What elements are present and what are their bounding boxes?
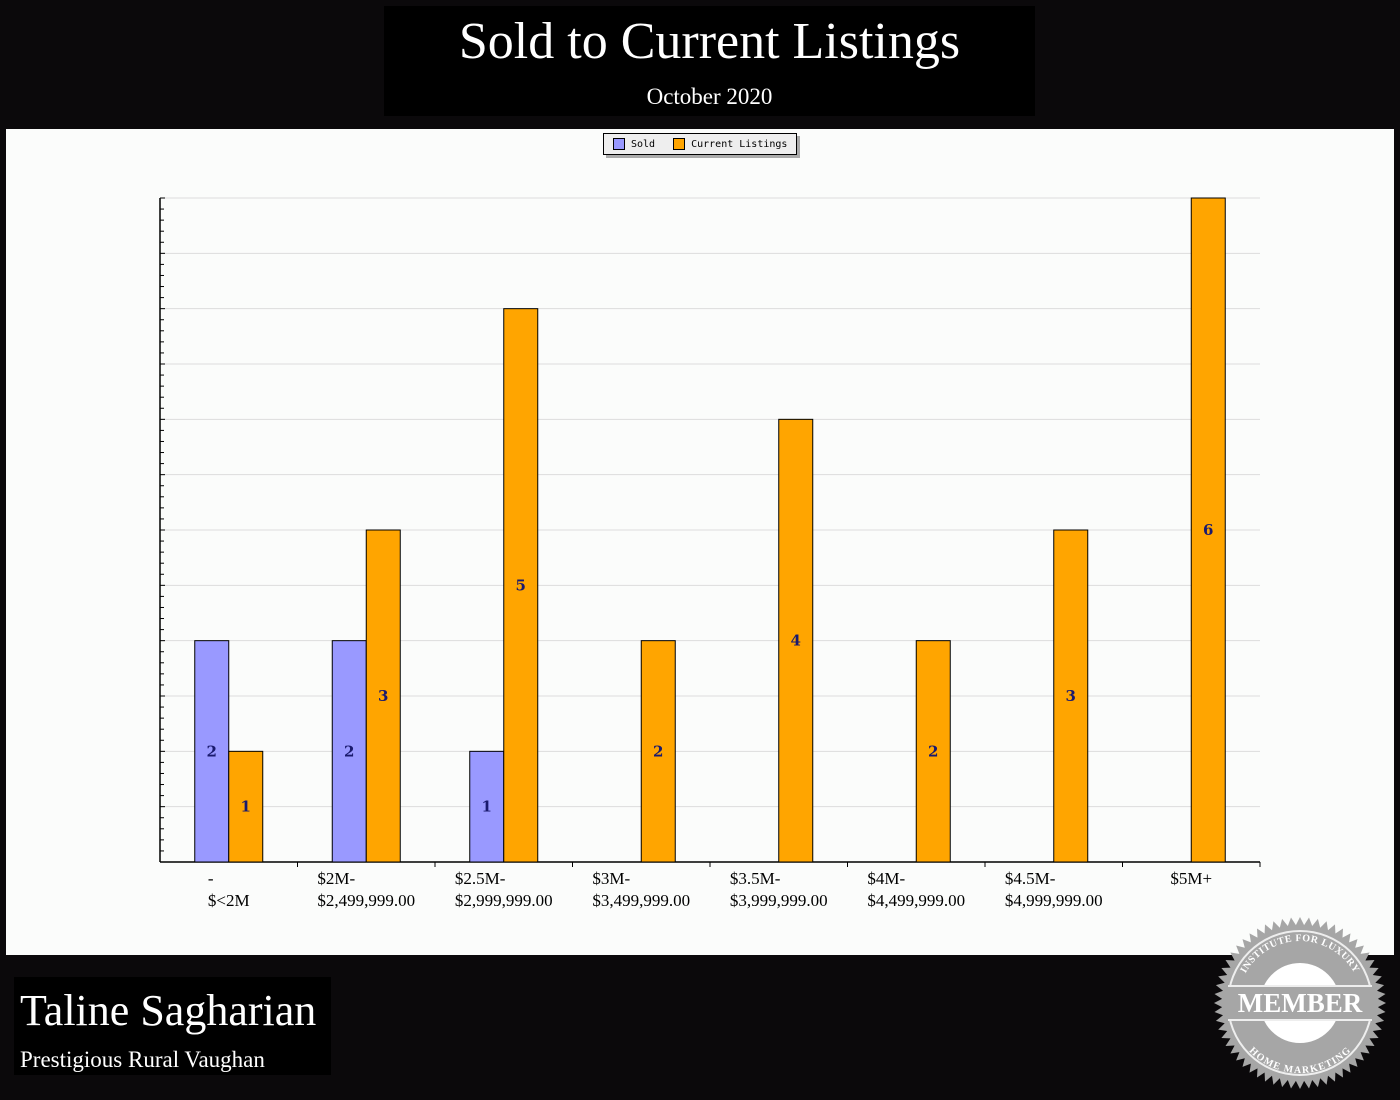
bar-current-listings — [640, 640, 676, 863]
x-tick-label: $4.5M- $4,999,999.00 — [988, 868, 1120, 912]
x-tick-label-line: - — [207, 869, 214, 888]
legend-swatch-sold — [613, 138, 625, 150]
x-tick-label: $4M- $4,499,999.00 — [850, 868, 982, 912]
data-label: 3 — [1066, 687, 1076, 705]
x-tick-label-line: $3M- — [592, 869, 631, 888]
member-badge-logo: INSTITUTE FOR LUXURY MEMBER HOME MARKETI… — [1214, 917, 1386, 1089]
x-tick-label-line: $3,499,999.00 — [592, 891, 691, 910]
x-tick-label: $2M- $2,499,999.00 — [300, 868, 432, 912]
x-tick-label-block: $4M- $4,499,999.00 — [867, 868, 965, 912]
x-tick-label: - $<2M — [163, 868, 295, 912]
data-label: 4 — [791, 632, 801, 650]
data-label: 2 — [928, 742, 938, 760]
data-label: 1 — [482, 798, 492, 816]
svg-text:MEMBER: MEMBER — [1238, 988, 1363, 1018]
legend-swatch-current-listings — [673, 138, 686, 150]
data-label: 1 — [241, 798, 251, 816]
x-tick-label-line: $2,499,999.00 — [317, 891, 416, 910]
chart-subtitle: October 2020 — [646, 84, 773, 109]
x-tick-label-block: - $<2M — [208, 868, 250, 912]
x-tick-label: $3M- $3,499,999.00 — [575, 868, 707, 912]
legend: Sold Current Listings — [603, 133, 797, 155]
x-tick-label-block: $5M+ — [1170, 868, 1212, 890]
x-tick-label-line: $3.5M- — [729, 869, 781, 888]
x-tick-label-line: $2,999,999.00 — [454, 891, 553, 910]
x-tick-label-line: $4,499,999.00 — [867, 891, 966, 910]
x-tick-label-line: $4.5M- — [1004, 869, 1056, 888]
x-tick-label: $2.5M- $2,999,999.00 — [438, 868, 570, 912]
chart-title: Sold to Current Listings — [458, 13, 961, 70]
title-box: Sold to Current Listings October 2020 — [384, 6, 1035, 116]
x-tick-label-line: $4M- — [867, 869, 906, 888]
bar-sold — [469, 750, 505, 863]
x-tick-label-line: $2.5M- — [454, 869, 506, 888]
bar-current-listings — [915, 640, 951, 863]
bar-current-listings — [778, 418, 814, 863]
agent-area: Prestigious Rural Vaughan — [20, 1047, 265, 1072]
data-label: 3 — [378, 687, 388, 705]
bar-current-listings — [365, 529, 401, 863]
x-tick-label-block: $3.5M- $3,999,999.00 — [730, 868, 828, 912]
agent-name: Taline Sagharian — [20, 986, 317, 1035]
agent-box: Taline Sagharian Prestigious Rural Vaugh… — [14, 977, 331, 1075]
bar-current-listings — [228, 750, 264, 863]
legend-label-current-listings: Current Listings — [691, 138, 788, 150]
data-label: 2 — [344, 742, 354, 760]
x-tick-label-line: $5M+ — [1170, 869, 1213, 888]
data-label: 5 — [516, 576, 526, 594]
x-tick-label-line: $<2M — [207, 891, 250, 910]
data-label: 2 — [653, 742, 663, 760]
x-tick-label: $5M+ — [1125, 868, 1257, 890]
x-tick-label-block: $2.5M- $2,999,999.00 — [455, 868, 553, 912]
bar-sold — [194, 640, 230, 863]
x-tick-label-line: $4,999,999.00 — [1004, 891, 1103, 910]
x-tick-label: $3.5M- $3,999,999.00 — [713, 868, 845, 912]
x-tick-label-block: $4.5M- $4,999,999.00 — [1005, 868, 1103, 912]
bar-sold — [331, 640, 367, 863]
bar-current-listings — [1053, 529, 1089, 863]
x-tick-label-line: $3,999,999.00 — [729, 891, 828, 910]
x-tick-label-line: $2M- — [317, 869, 356, 888]
x-tick-label-block: $2M- $2,499,999.00 — [317, 868, 415, 912]
data-label: 2 — [207, 742, 217, 760]
bar-current-listings — [503, 308, 539, 863]
x-tick-label-block: $3M- $3,499,999.00 — [592, 868, 690, 912]
bar-current-listings — [1190, 197, 1226, 863]
legend-label-sold: Sold — [631, 138, 656, 150]
data-label: 6 — [1203, 521, 1213, 539]
